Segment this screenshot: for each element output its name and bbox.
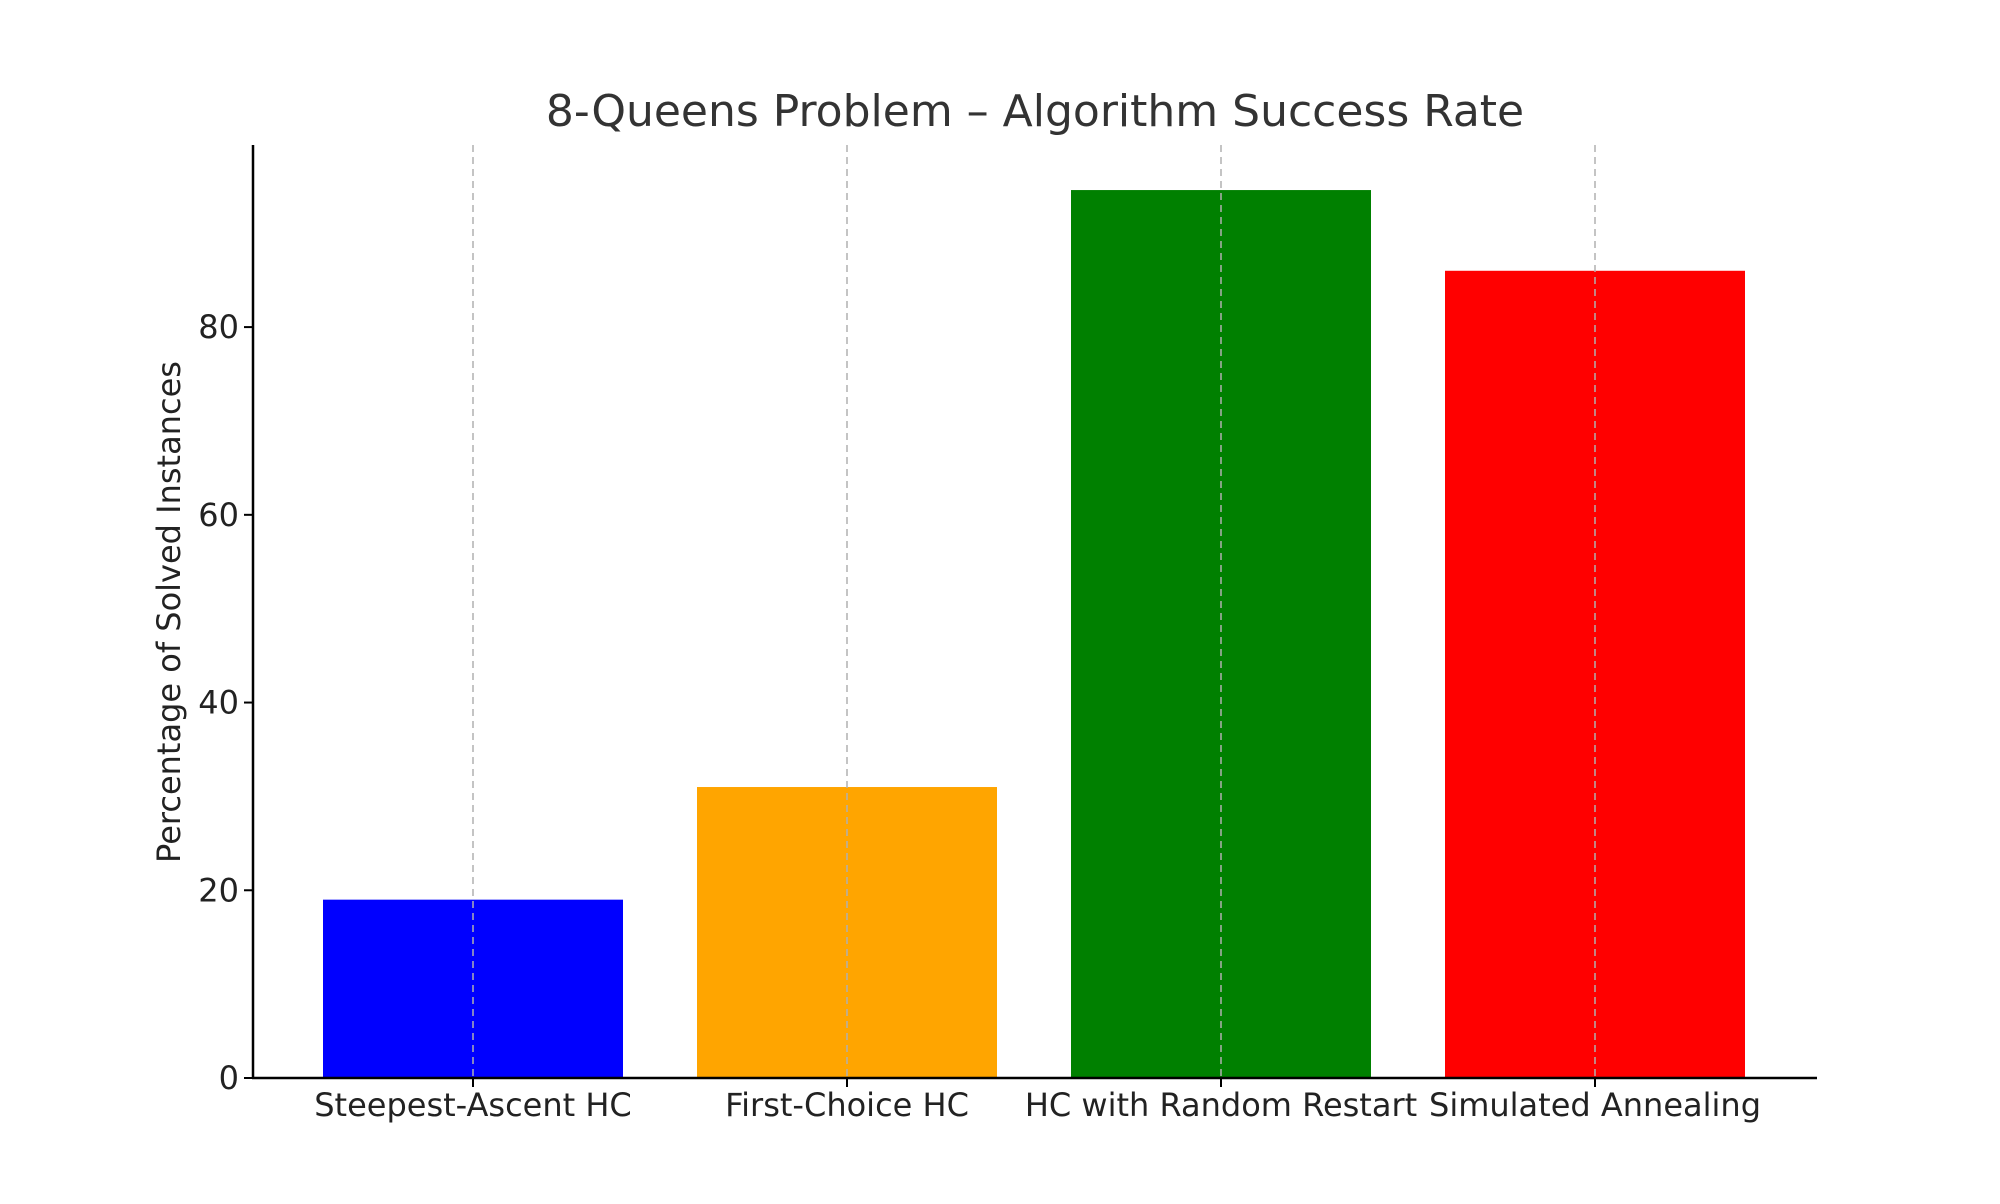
y-ticks-layer: 0 20 40 60 80 bbox=[198, 308, 253, 1097]
axes-layer bbox=[251, 145, 1817, 1080]
y-tick-label-40: 40 bbox=[198, 684, 239, 722]
x-tick-label-1: Steepest-Ascent HC bbox=[314, 1086, 632, 1124]
y-tick-label-0: 0 bbox=[219, 1059, 239, 1097]
grid-front-layer bbox=[472, 145, 1596, 1078]
y-tick-label-80: 80 bbox=[198, 308, 239, 346]
x-tick-label-4: Simulated Annealing bbox=[1429, 1086, 1761, 1124]
bars-layer bbox=[323, 190, 1745, 1078]
y-axis-label: Percentage of Solved Instances bbox=[150, 361, 188, 863]
y-tick-label-20: 20 bbox=[198, 871, 239, 909]
x-ticks-layer: Steepest-Ascent HC First-Choice HC HC with… bbox=[314, 1078, 1761, 1124]
bar-3 bbox=[1071, 190, 1371, 1078]
chart-title: 8-Queens Problem – Algorithm Success Rat… bbox=[546, 86, 1524, 137]
x-tick-label-3: HC with Random Restart bbox=[1025, 1086, 1417, 1124]
y-tick-label-60: 60 bbox=[198, 496, 239, 534]
x-tick-label-2: First-Choice HC bbox=[725, 1086, 969, 1124]
